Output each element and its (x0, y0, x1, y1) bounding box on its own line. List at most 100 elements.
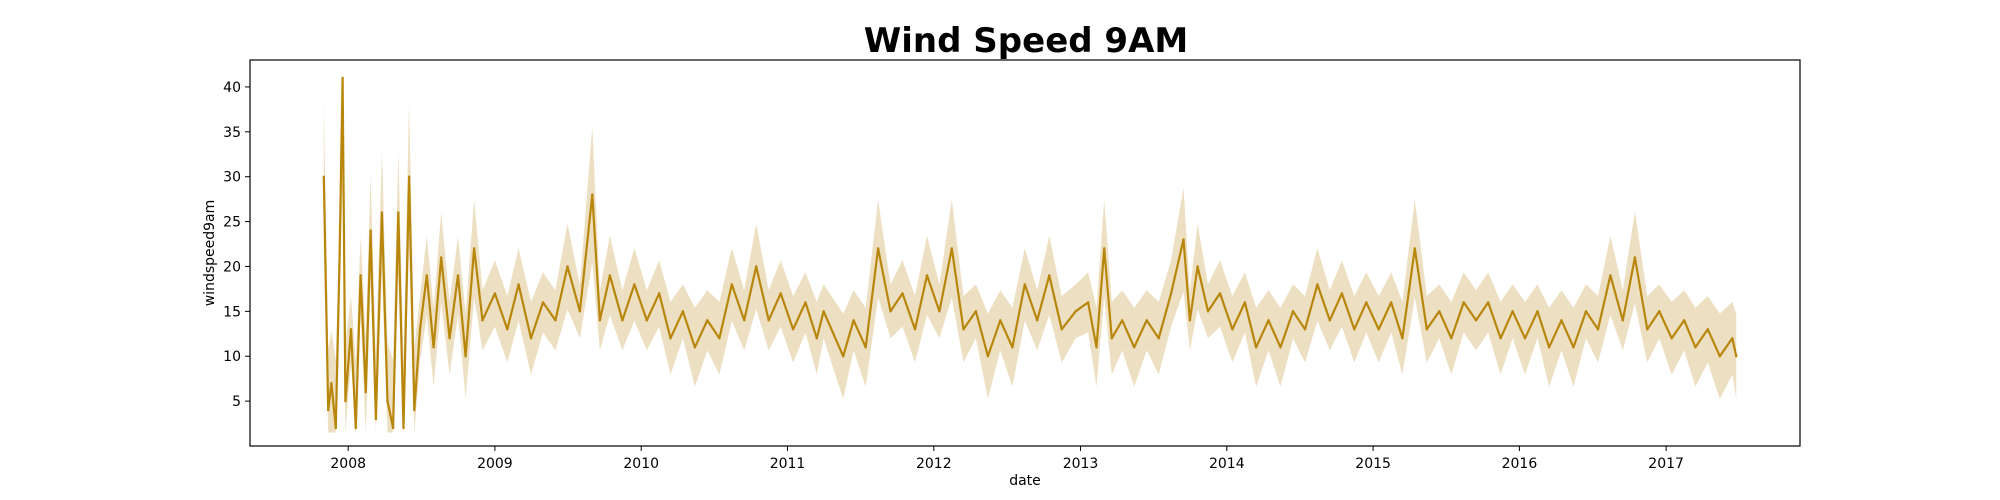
data-point (1048, 274, 1051, 277)
y-axis: 5 10 15 20 25 30 35 40 (223, 80, 250, 410)
x-tick-label: 2012 (916, 456, 952, 472)
data-point (925, 274, 929, 277)
y-tick-label: 20 (223, 259, 241, 275)
y-tick-label: 40 (223, 80, 241, 96)
data-point (1584, 310, 1588, 313)
data-point (889, 310, 892, 313)
x-axis: 2008 2009 2010 2011 2012 2013 2014 2015 2016 2017 (330, 446, 1684, 472)
data-point (1487, 301, 1490, 304)
data-point (369, 229, 372, 232)
data-point (1353, 328, 1356, 331)
data-point (1157, 337, 1160, 340)
plot-area (322, 69, 1738, 433)
data-point (1074, 310, 1077, 313)
data-point (440, 256, 443, 259)
chart-title: Wind Speed 9AM (864, 21, 1188, 61)
data-point (842, 355, 845, 358)
data-point (693, 346, 697, 349)
data-point (1596, 328, 1600, 331)
data-point (425, 274, 428, 277)
data-point (1462, 301, 1465, 304)
data-point (901, 292, 904, 295)
data-point (1243, 301, 1247, 304)
data-point (1145, 319, 1148, 322)
data-point (1182, 238, 1185, 241)
data-point (391, 426, 395, 430)
data-point (448, 337, 451, 340)
data-point (1572, 346, 1575, 349)
data-point (767, 319, 770, 322)
data-point (1683, 319, 1686, 322)
data-point (330, 382, 333, 385)
data-point (1536, 310, 1539, 313)
data-point (554, 319, 557, 322)
data-point (1121, 319, 1124, 322)
data-point (1218, 292, 1222, 295)
y-tick-label: 15 (223, 304, 241, 320)
y-tick-label: 35 (223, 125, 241, 141)
data-point (1103, 247, 1106, 250)
data-point (374, 417, 378, 421)
data-point (472, 247, 476, 250)
data-point (506, 328, 509, 331)
x-tick-label: 2009 (477, 456, 513, 472)
data-point (1095, 346, 1098, 349)
data-point (1438, 310, 1441, 313)
x-tick-label: 2013 (1063, 456, 1099, 472)
data-point (1450, 337, 1453, 340)
data-point (791, 328, 795, 331)
y-axis-label: windspeed9am (202, 200, 218, 307)
x-tick-label: 2008 (330, 456, 366, 472)
data-point (456, 274, 460, 277)
data-point (327, 408, 330, 412)
data-point (779, 292, 782, 295)
data-point (1188, 319, 1192, 322)
data-point (1060, 328, 1063, 331)
data-point (1279, 346, 1282, 349)
data-point (1694, 346, 1697, 349)
data-point (608, 274, 612, 277)
data-point (1499, 337, 1502, 340)
data-point (1560, 319, 1563, 322)
data-point (1365, 301, 1368, 304)
data-point (938, 310, 941, 313)
data-point (1413, 247, 1417, 250)
y-tick-label: 5 (232, 394, 241, 410)
data-point (1547, 346, 1551, 349)
data-point (598, 319, 602, 322)
data-point (718, 337, 721, 340)
data-point (815, 337, 818, 340)
data-point (541, 301, 545, 304)
data-point (418, 328, 422, 331)
data-point (1731, 337, 1734, 340)
data-point (1511, 310, 1514, 313)
data-point (804, 301, 807, 304)
x-axis-label: date (1009, 473, 1041, 489)
data-point (1340, 292, 1344, 295)
data-point (1303, 328, 1307, 331)
data-point (1231, 328, 1234, 331)
x-tick-label: 2015 (1355, 456, 1391, 472)
data-point (755, 265, 758, 268)
data-point (402, 426, 405, 430)
data-point (517, 283, 520, 286)
data-point (493, 292, 497, 295)
data-point (432, 346, 435, 349)
data-point (1735, 355, 1738, 358)
data-point (1011, 346, 1014, 349)
data-point (1023, 283, 1026, 286)
x-tick-label: 2011 (770, 456, 806, 472)
y-tick-label: 30 (223, 170, 241, 186)
confidence-band (323, 69, 1737, 433)
y-tick-label: 25 (223, 215, 241, 231)
data-point (1206, 310, 1210, 313)
data-point (407, 175, 411, 178)
data-point (349, 328, 353, 331)
data-point (578, 310, 582, 313)
data-point (1036, 319, 1039, 322)
data-point (322, 175, 325, 178)
data-point (344, 399, 347, 403)
data-point (1254, 346, 1258, 349)
data-point (1425, 328, 1429, 331)
data-point (1086, 301, 1090, 304)
